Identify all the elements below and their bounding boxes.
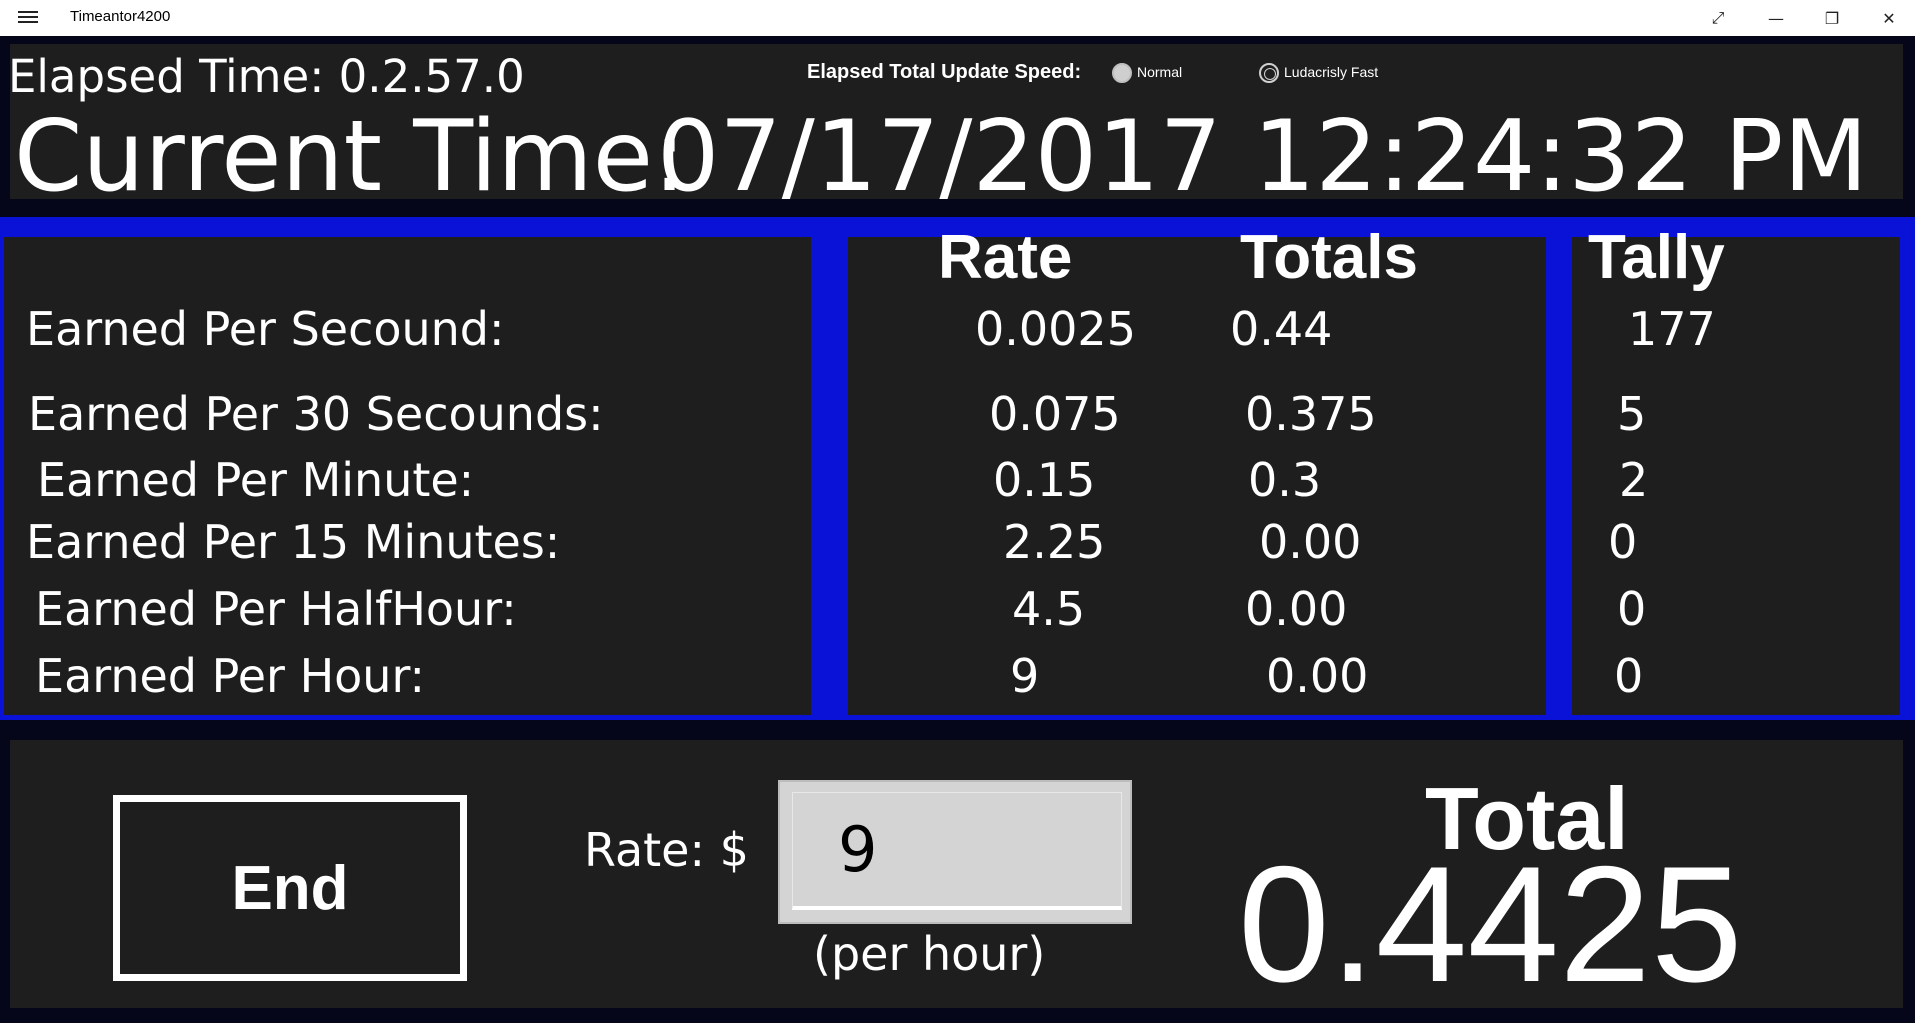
tally-header: Tally [1588, 223, 1725, 292]
total-cell: 0.00 [1259, 515, 1362, 569]
rate-cell: 0.0025 [975, 302, 1136, 356]
row-label: Earned Per 30 Secounds: [28, 387, 604, 441]
rate-header: Rate [938, 223, 1073, 292]
rate-input-frame [778, 780, 1132, 924]
total-cell: 0.00 [1245, 582, 1348, 636]
tally-panel [1572, 237, 1900, 715]
title-bar: Timeantor4200 ⤢ — ❐ ✕ [0, 0, 1915, 36]
total-cell: 0.3 [1248, 453, 1322, 507]
totals-header: Totals [1240, 223, 1418, 292]
tally-cell: 0 [1608, 515, 1638, 569]
end-button[interactable]: End [113, 795, 467, 981]
rate-cell: 0.075 [989, 387, 1121, 441]
total-label: Total [1425, 769, 1629, 868]
update-speed-label: Elapsed Total Update Speed: [807, 61, 1082, 83]
minimize-button[interactable]: — [1768, 8, 1784, 28]
labels-panel [4, 237, 811, 715]
elapsed-time: Elapsed Time: 0.2.57.0 [8, 50, 525, 103]
rate-totals-panel [848, 237, 1546, 715]
radio-ludacrisly-fast[interactable] [1259, 63, 1279, 83]
row-label: Earned Per Hour: [35, 649, 426, 703]
radio-normal[interactable] [1112, 63, 1132, 83]
tally-cell: 0 [1614, 649, 1644, 703]
total-cell: 0.00 [1266, 649, 1369, 703]
tally-cell: 2 [1619, 453, 1649, 507]
rate-cell: 4.5 [1012, 582, 1086, 636]
row-label: Earned Per Minute: [37, 453, 475, 507]
total-value: 0.4425 [1238, 832, 1743, 1016]
restore-button[interactable]: ❐ [1824, 8, 1840, 28]
row-label: Earned Per Secound: [26, 302, 505, 356]
tally-cell: 177 [1628, 302, 1716, 356]
rate-cell: 0.15 [993, 453, 1096, 507]
current-time-label: Current Time: [14, 100, 687, 214]
per-hour-label: (per hour) [813, 927, 1046, 981]
rate-cell: 2.25 [1003, 515, 1106, 569]
rate-label: Rate: $ [584, 823, 749, 877]
radio-ludacrisly-fast-label[interactable]: Ludacrisly Fast [1284, 64, 1379, 80]
tally-cell: 0 [1617, 582, 1647, 636]
total-cell: 0.375 [1245, 387, 1377, 441]
rate-input[interactable] [792, 792, 1122, 910]
hamburger-menu-icon[interactable] [18, 8, 38, 26]
current-time-value: 07/17/2017 12:24:32 PM [657, 100, 1868, 214]
total-cell: 0.44 [1230, 302, 1333, 356]
tally-cell: 5 [1617, 387, 1647, 441]
row-label: Earned Per HalfHour: [35, 582, 517, 636]
rate-cell: 9 [1010, 649, 1040, 703]
expand-icon[interactable]: ⤢ [1711, 8, 1725, 27]
app-title: Timeantor4200 [70, 8, 171, 25]
row-label: Earned Per 15 Minutes: [26, 515, 561, 569]
radio-normal-label[interactable]: Normal [1137, 64, 1183, 80]
time-panel [10, 44, 1903, 199]
close-button[interactable]: ✕ [1882, 8, 1896, 28]
